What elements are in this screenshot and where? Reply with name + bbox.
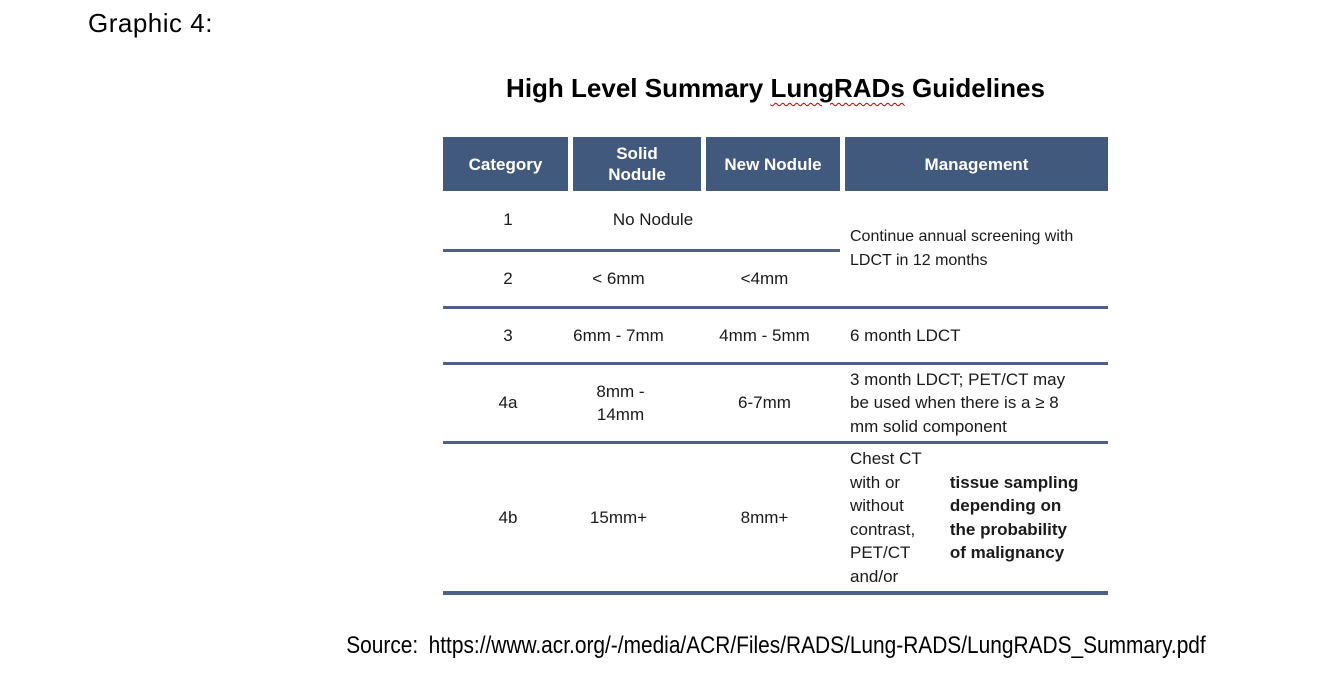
solid-nodule-cell: 8mm - 14mm	[596, 382, 645, 424]
solid-nodule-cell: 15mm+	[589, 507, 648, 527]
page-title: High Level Summary LungRADs Guidelines	[383, 73, 1168, 104]
table-row-category-1: 1 No Nodule	[443, 191, 1108, 249]
table-row-category-2: 2 < 6mm <4mm	[443, 252, 1108, 306]
source-label: Source:	[345, 632, 418, 659]
new-nodule-cell: 4mm - 5mm	[719, 325, 810, 345]
source-citation: Source: https://www.acr.org/-/media/ACR/F…	[346, 632, 1206, 660]
table-bottom-border	[443, 591, 1108, 595]
category-cell: 2	[503, 269, 513, 288]
row-divider	[443, 362, 1108, 365]
header-cell-management: Management	[845, 137, 1108, 191]
table-rowgroup-1-2: 1 No Nodule 2 < 6mm <4mm Continue annual…	[443, 191, 1108, 306]
source-url: https://www.acr.org/-/media/ACR/Files/RA…	[428, 632, 1206, 659]
header-cell-solid-nodule: Solid Nodule	[573, 137, 701, 191]
no-nodule-merged-cell: No Nodule	[612, 210, 694, 229]
row-divider	[443, 306, 1108, 309]
new-nodule-cell: <4mm	[740, 269, 789, 288]
management-cell: 3 month LDCT; PET/CT may be used when th…	[850, 369, 1066, 436]
management-cell: Chest CT with or without contrast, PET/C…	[845, 444, 1108, 591]
solid-nodule-cell: 6mm - 7mm	[573, 325, 664, 345]
category-cell: 4b	[498, 507, 518, 527]
solid-nodule-cell: < 6mm	[592, 269, 645, 288]
table-header-row: Category Solid Nodule New Nodule Managem…	[443, 137, 1108, 191]
table-row-category-4a: 4a 8mm - 14mm 6-7mm 3 month LDCT; PET/CT…	[443, 365, 1108, 441]
new-nodule-cell: 8mm+	[740, 507, 789, 527]
row-divider-partial	[443, 249, 840, 252]
source-row: Source: https://www.acr.org/-/media/ACR/F…	[111, 628, 1329, 664]
title-misspelled-word: LungRADs	[770, 73, 905, 103]
category-cell: 3	[503, 325, 513, 345]
management-text-bold: tissue sampling depending on the probabi…	[949, 472, 1079, 563]
header-cell-new-nodule: New Nodule	[706, 137, 840, 191]
management-text-regular: Chest CT with or without contrast, PET/C…	[850, 449, 922, 586]
lungrads-table: Category Solid Nodule New Nodule Managem…	[443, 137, 1108, 595]
table-row-category-3: 3 6mm - 7mm 4mm - 5mm 6 month LDCT	[443, 309, 1108, 362]
title-text-post: Guidelines	[904, 73, 1045, 103]
graphic-label: Graphic 4:	[88, 8, 213, 38]
category-cell: 1	[503, 210, 513, 229]
category-cell: 4a	[498, 393, 518, 412]
header-cell-category: Category	[443, 137, 568, 191]
table-row-category-4b: 4b 15mm+ 8mm+ Chest CT with or without c…	[443, 444, 1108, 591]
management-cell: 6 month LDCT	[850, 325, 961, 345]
new-nodule-cell: 6-7mm	[738, 393, 791, 412]
management-merged-cell: Continue annual screening with LDCT in 1…	[850, 228, 1074, 269]
row-divider	[443, 441, 1108, 444]
title-text-pre: High Level Summary	[506, 73, 771, 103]
